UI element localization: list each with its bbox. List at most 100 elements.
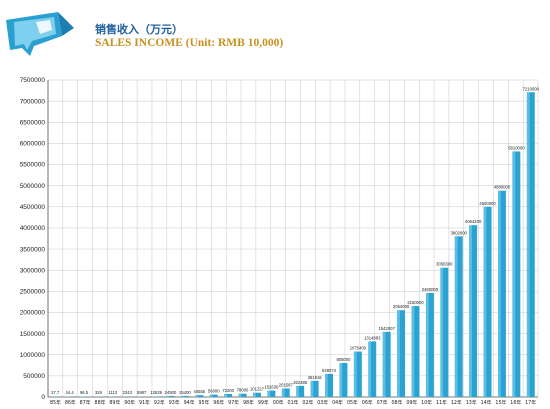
data-label: 2460000: [422, 287, 439, 292]
bar-highlight: [224, 393, 227, 397]
bar-highlight: [209, 394, 213, 397]
x-tick-label: 12年: [451, 399, 462, 406]
data-label: 56000: [208, 389, 220, 394]
x-tick-label: 88年: [95, 399, 106, 406]
x-tick-label: 91年: [139, 399, 150, 406]
bar-highlight: [483, 206, 487, 397]
y-tick-label: 2500000: [20, 289, 46, 296]
bar-highlight: [368, 341, 372, 397]
data-label: 7210000: [523, 86, 540, 91]
axes: 0 500000 1000000 1500000 2000000 2500000 30000…: [20, 77, 538, 406]
x-tick-label: 13年: [466, 399, 477, 406]
bar: [483, 206, 492, 397]
y-tick-label: 4500000: [20, 204, 46, 211]
x-tick-label: 06年: [362, 399, 373, 406]
data-label: 101227: [250, 387, 265, 392]
data-label: 72200: [222, 388, 234, 393]
bar-highlight: [512, 151, 516, 397]
x-tick-label: 99年: [258, 399, 269, 406]
bar-highlight: [310, 380, 314, 397]
data-label: 3802000: [451, 230, 468, 235]
bar-highlight: [195, 395, 199, 397]
x-tick-label: 04年: [332, 399, 343, 406]
bar-highlight: [425, 293, 429, 397]
data-label: 152630: [264, 385, 279, 390]
y-tick-label: 4000000: [20, 225, 46, 232]
x-tick-label: 87年: [80, 399, 91, 406]
bar: [440, 267, 449, 397]
bar-highlight: [353, 351, 357, 397]
bar: [469, 225, 478, 397]
x-tick-label: 89年: [109, 399, 120, 406]
x-tick-label: 98年: [243, 399, 254, 406]
bar-highlight: [440, 267, 444, 397]
bar: [353, 351, 362, 397]
bar-highlight: [267, 390, 271, 397]
bar: [281, 388, 290, 397]
bar: [209, 394, 218, 397]
logo-icon: [6, 12, 74, 56]
data-label: 4500000: [479, 201, 496, 206]
bar-highlight: [180, 395, 184, 397]
x-tick-label: 95年: [198, 399, 209, 406]
x-tick-label: 14年: [481, 399, 492, 406]
bar-highlight: [152, 396, 155, 397]
x-tick-label: 01年: [288, 399, 299, 406]
data-label: 12539: [150, 390, 162, 395]
grid: [47, 79, 539, 398]
y-tick-label: 500000: [23, 373, 45, 380]
data-label: 2150000: [407, 300, 424, 305]
bar-highlight: [411, 306, 415, 397]
data-label: 4064200: [465, 219, 482, 224]
x-tick-label: 11年: [436, 399, 447, 406]
x-tick-label: 08年: [391, 399, 402, 406]
chart-subtitle: SALES INCOME (Unit: RMB 10,000): [95, 37, 284, 49]
x-tick-label: 03年: [317, 399, 328, 406]
y-tick-label: 7500000: [20, 77, 46, 84]
data-label: 44555: [193, 389, 205, 394]
bar: [382, 331, 391, 397]
chart-title: 销售收入（万元）: [95, 23, 183, 36]
bar: [180, 395, 189, 397]
bar: [296, 385, 305, 397]
bar-highlight: [526, 92, 530, 398]
bar: [512, 151, 521, 397]
y-tick-label: 0: [41, 394, 45, 401]
data-label: 805000: [336, 357, 351, 362]
x-tick-label: 17年: [525, 399, 536, 406]
x-tick-label: 15年: [495, 399, 506, 406]
y-tick-label: 3000000: [20, 267, 46, 274]
data-label: 24500: [165, 390, 177, 395]
data-label: 381916: [308, 375, 323, 380]
data-label: 546074: [322, 368, 337, 373]
bar-highlight: [498, 190, 501, 397]
bar-highlight: [238, 393, 242, 397]
x-tick-label: 96年: [213, 399, 224, 406]
bar-highlight: [397, 310, 400, 397]
data-label: 262485: [293, 380, 308, 385]
y-tick-label: 6500000: [20, 119, 46, 126]
bar-highlight: [281, 388, 285, 397]
data-label: 96.5: [80, 390, 89, 395]
y-tick-label: 3500000: [20, 246, 46, 253]
x-tick-label: 94年: [184, 399, 195, 406]
bar: [267, 390, 276, 397]
y-tick-label: 5000000: [20, 183, 46, 190]
x-tick-label: 97年: [228, 399, 239, 406]
bar-highlight: [454, 236, 458, 397]
y-tick-label: 7000000: [20, 98, 46, 105]
data-label: 3058300: [436, 262, 453, 267]
data-label: 78000: [237, 388, 249, 393]
data-label: 1314883: [364, 335, 381, 340]
x-tick-label: 10年: [421, 399, 432, 406]
bar: [526, 92, 535, 398]
y-tick-label: 6000000: [20, 141, 46, 148]
data-label: 2054000: [393, 304, 410, 309]
bar: [195, 395, 204, 397]
bar: [166, 395, 175, 397]
bar: [339, 362, 348, 397]
bar: [454, 236, 463, 397]
data-label: 5810000: [508, 145, 525, 150]
bar: [224, 393, 233, 397]
